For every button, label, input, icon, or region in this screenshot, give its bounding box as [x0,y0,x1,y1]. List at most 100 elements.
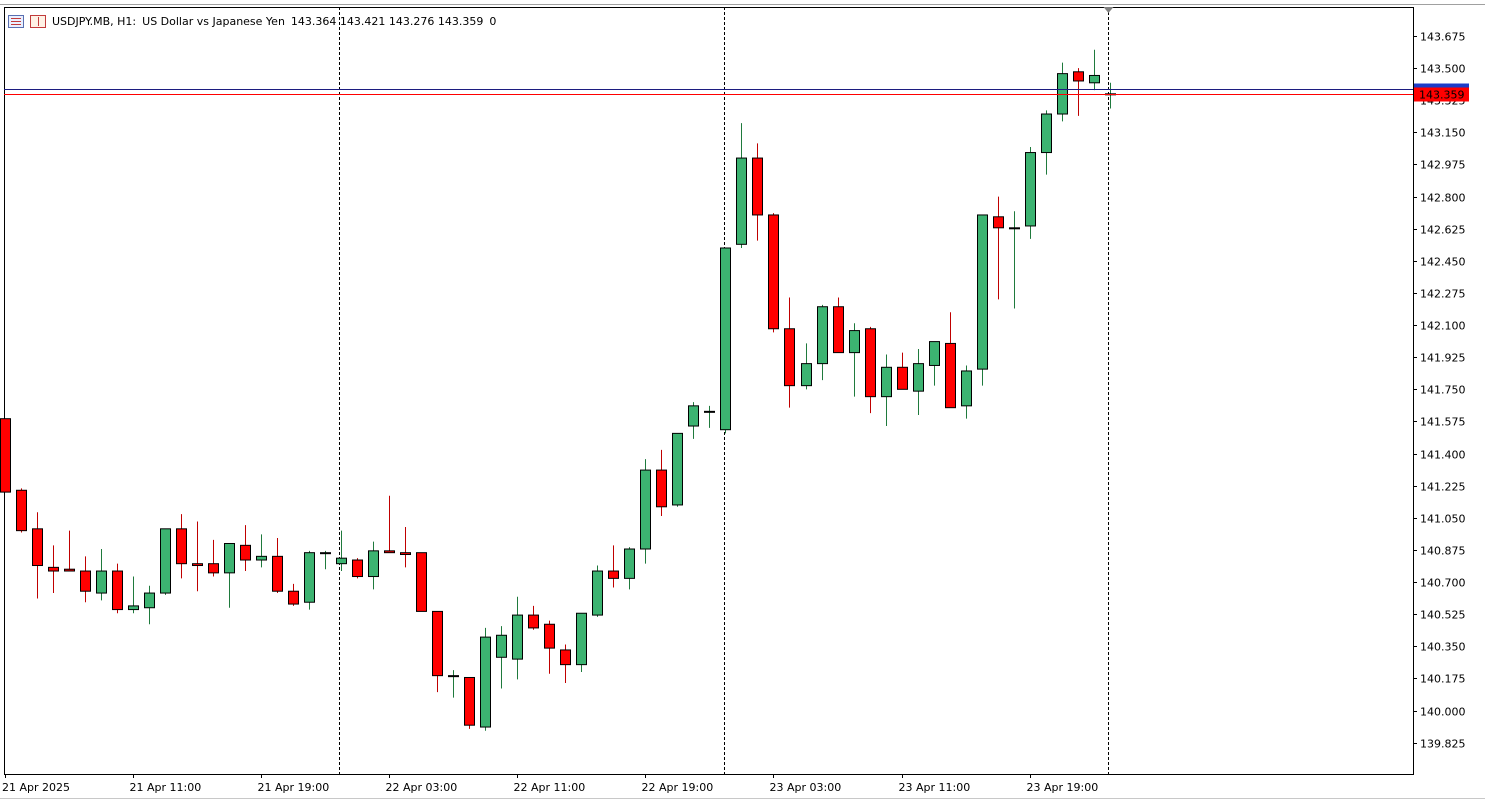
y-tick-label: 141.050 [1420,513,1466,526]
candle-body [288,590,299,605]
candle-body [688,405,699,427]
y-tick-label: 141.575 [1420,416,1466,429]
candle-body [560,649,571,666]
candle-body [320,552,331,555]
candle-body [416,552,427,612]
y-tick-label: 140.525 [1420,609,1466,622]
candle-body [993,216,1004,229]
candle-body [897,366,908,390]
candle-body [720,247,731,431]
y-tick-label: 142.450 [1420,256,1466,269]
candle-body [817,306,828,365]
candle-body [592,570,603,616]
y-tick-label: 142.625 [1420,224,1466,237]
candle-body [144,592,155,609]
bid-price-label-bg [1414,87,1469,102]
y-tick-label: 139.825 [1420,738,1466,751]
y-tick-label: 141.400 [1420,449,1466,462]
candle-body [224,542,235,574]
candle-body [256,555,267,561]
chart-frame [0,4,1485,799]
candle-body [945,342,956,409]
y-tick-label: 142.275 [1420,288,1466,301]
current-price-label: 143.359 [1419,89,1465,102]
ohlc-values: 143.364 143.421 143.276 143.359 [290,14,484,28]
candle-body [640,469,651,550]
list-icon[interactable] [8,14,24,28]
candle-body [1073,71,1084,82]
candle-body [656,469,667,508]
x-tick-label: 23 Apr 03:00 [770,781,842,794]
y-tick-label: 140.700 [1420,577,1466,590]
candle-body [496,634,507,658]
candle-body [801,363,812,387]
candle-body [1041,113,1052,154]
candle-body [448,675,459,678]
y-tick-label: 142.100 [1420,320,1466,333]
y-tick-label: 143.500 [1420,63,1466,76]
candle-body [544,623,555,649]
candle-body [865,328,876,398]
chart-shift-marker[interactable] [1103,7,1114,13]
candle-body [48,566,59,572]
candle-body [464,676,475,726]
candle-body [849,330,860,354]
candle-body [0,418,11,493]
candle-body [961,370,972,407]
candle-body [929,341,940,366]
y-tick-label: 143.150 [1420,127,1466,140]
candle-body [528,614,539,629]
y-tick-label: 141.750 [1420,384,1466,397]
candle-body [80,570,91,592]
price-lines [4,89,1413,95]
candle-body [112,570,123,611]
candle-body [16,489,27,532]
candle-body [608,570,619,579]
day-separators [339,7,1109,774]
x-tick-label: 23 Apr 11:00 [899,781,971,794]
x-tick-label: 21 Apr 11:00 [130,781,202,794]
candle-body [352,559,363,578]
candle-body [160,528,171,594]
book-icon[interactable] [30,14,46,28]
candle-body [704,410,715,413]
candle-body [1025,152,1036,227]
candle-body [32,528,43,567]
candle-body [977,214,988,370]
candle-body [208,563,219,574]
candle-body [1089,74,1100,84]
header-extra: 0 [489,14,497,28]
candle-body [128,605,139,611]
candle-body [336,557,347,565]
candle-body [272,555,283,592]
y-tick-label: 140.875 [1420,545,1466,558]
candle-body [1009,227,1020,230]
candles [0,49,1116,731]
y-tick-label: 140.000 [1420,706,1466,719]
candle-body [304,552,315,603]
candle-body [1057,73,1068,115]
candle-body [512,614,523,660]
x-tick-label: 21 Apr 19:00 [258,781,330,794]
chart-header: USDJPY.MB, H1: US Dollar vs Japanese Yen… [8,12,496,30]
candle-body [784,328,795,387]
plot-border [4,7,1414,775]
y-tick-label: 142.975 [1420,159,1466,172]
candle-body [432,610,443,677]
candle-body [833,306,844,354]
y-tick-label: 140.350 [1420,641,1466,654]
time-axis: 21 Apr 2025 21 Apr 11:00 21 Apr 19:00 22 Ap… [2,774,1098,794]
candle-body [672,432,683,506]
current-price-labels: 143.359 [1414,83,1469,102]
symbol-label: USDJPY.MB, H1: [52,14,137,28]
y-tick-label: 140.175 [1420,673,1466,686]
x-tick-label: 22 Apr 11:00 [514,781,586,794]
symbol-description: US Dollar vs Japanese Yen [142,14,285,28]
candle-body [624,548,635,579]
candle-body [400,552,411,556]
price-axis: 143.675143.500143.325143.150142.975142.8… [1413,31,1466,751]
candle-body [192,563,203,567]
x-tick-label: 22 Apr 03:00 [386,781,458,794]
candle-body [384,550,395,554]
